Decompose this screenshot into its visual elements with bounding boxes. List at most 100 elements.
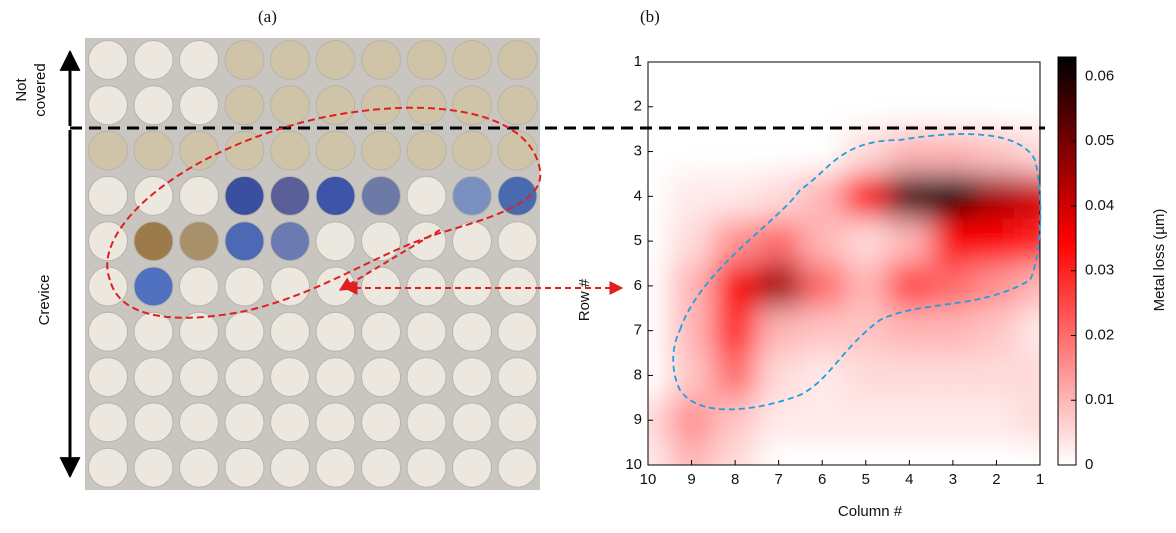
coupon <box>453 267 492 306</box>
coupon <box>407 312 446 351</box>
coupon <box>316 41 355 80</box>
x-tick-label: 9 <box>687 471 695 488</box>
heat-cell <box>975 129 1019 174</box>
x-tick-label: 1 <box>1036 471 1044 488</box>
coupon <box>453 176 492 215</box>
coupon <box>362 448 401 487</box>
coupon <box>362 41 401 80</box>
coupon <box>134 131 173 170</box>
colorbar-tick-label: 0.04 <box>1085 197 1114 214</box>
coupon <box>134 86 173 125</box>
coupon <box>453 403 492 442</box>
y-tick-label: 6 <box>634 277 642 294</box>
x-tick-label: 10 <box>640 471 657 488</box>
coupon <box>180 222 219 261</box>
coupon <box>453 448 492 487</box>
colorbar-tick-label: 0.06 <box>1085 67 1114 84</box>
coupon <box>362 312 401 351</box>
colorbar-tick-label: 0.03 <box>1085 262 1114 279</box>
coupon <box>271 358 310 397</box>
heat-cell <box>844 174 888 219</box>
coupon <box>180 358 219 397</box>
y-tick-label: 2 <box>634 98 642 115</box>
heat-cell <box>800 129 844 174</box>
heat-cell <box>931 308 975 353</box>
coupon <box>453 358 492 397</box>
heat-cell <box>670 398 714 443</box>
coupon <box>407 86 446 125</box>
coupon <box>134 267 173 306</box>
coupon <box>271 41 310 80</box>
heat-cell <box>800 174 844 219</box>
coupon <box>225 358 264 397</box>
colorbar <box>1058 57 1076 465</box>
coupon <box>271 448 310 487</box>
heat-cell <box>757 353 801 398</box>
heat-cell <box>844 398 888 443</box>
coupon <box>498 358 537 397</box>
y-axis-label: Row # <box>576 278 593 321</box>
heat-cell <box>888 308 932 353</box>
coupon <box>180 86 219 125</box>
heat-cell <box>757 129 801 174</box>
heat-cell <box>713 129 757 174</box>
coupon <box>225 176 264 215</box>
coupon <box>134 41 173 80</box>
heat-cell <box>888 174 932 219</box>
y-tick-label: 8 <box>634 366 642 383</box>
coupon <box>498 86 537 125</box>
coupon <box>89 267 128 306</box>
coupon <box>134 403 173 442</box>
coupon <box>498 176 537 215</box>
heat-cell <box>888 84 932 129</box>
heat-cell <box>713 174 757 219</box>
y-tick-label: 10 <box>625 456 642 473</box>
coupon <box>316 176 355 215</box>
y-tick-label: 9 <box>634 411 642 428</box>
panel-label: (b) <box>640 7 660 26</box>
coupon <box>362 176 401 215</box>
heat-cell <box>931 353 975 398</box>
coupon <box>225 41 264 80</box>
coupon <box>316 448 355 487</box>
coupon <box>225 312 264 351</box>
panel-label: (a) <box>258 7 277 26</box>
coupon <box>180 131 219 170</box>
coupon <box>453 312 492 351</box>
coupon <box>316 403 355 442</box>
y-tick-label: 3 <box>634 143 642 160</box>
heat-cell <box>844 129 888 174</box>
heat-cell <box>757 219 801 264</box>
heat-cell <box>800 398 844 443</box>
heat-cell <box>757 308 801 353</box>
coupon <box>271 131 310 170</box>
heat-cell <box>713 84 757 129</box>
heat-cell <box>975 174 1019 219</box>
heat-cell <box>670 264 714 309</box>
coupon <box>89 403 128 442</box>
y-tick-label: 1 <box>634 53 642 70</box>
region-label: covered <box>32 63 49 116</box>
heatmap-cells <box>626 40 1062 488</box>
heat-cell <box>931 129 975 174</box>
heat-cell <box>800 84 844 129</box>
y-tick-label: 4 <box>634 187 642 204</box>
x-tick-label: 3 <box>949 471 957 488</box>
region-label: Not <box>13 77 30 101</box>
coupon <box>271 403 310 442</box>
heat-cell <box>975 219 1019 264</box>
coupon <box>225 86 264 125</box>
heat-cell <box>975 353 1019 398</box>
heat-cell <box>931 84 975 129</box>
coupon <box>362 86 401 125</box>
coupon <box>498 41 537 80</box>
region-label: Crevice <box>36 275 53 326</box>
coupon <box>89 86 128 125</box>
heat-cell <box>670 308 714 353</box>
coupon <box>362 222 401 261</box>
coupon <box>498 448 537 487</box>
heat-cell <box>800 264 844 309</box>
heat-cell <box>800 308 844 353</box>
heat-cell <box>975 84 1019 129</box>
heat-cell <box>800 219 844 264</box>
